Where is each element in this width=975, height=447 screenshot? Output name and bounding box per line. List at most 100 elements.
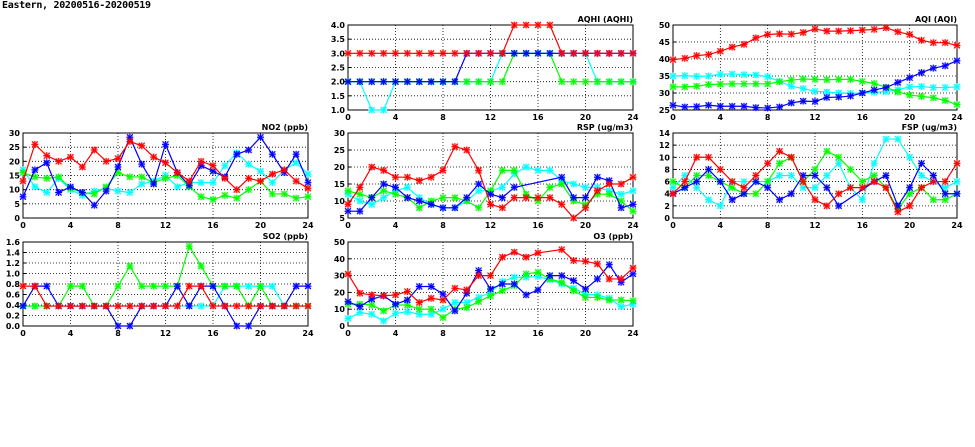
series (669, 75, 961, 109)
data-point (835, 93, 843, 101)
y-tick-label: 30 (334, 272, 346, 281)
data-point (799, 172, 807, 179)
data-point (475, 166, 483, 174)
marker-star (380, 194, 388, 202)
data-point (681, 54, 689, 62)
marker-star (546, 166, 554, 174)
data-point (403, 194, 411, 202)
data-point (150, 302, 158, 310)
marker-star (799, 97, 807, 105)
marker-star (858, 196, 866, 204)
marker-star (534, 49, 542, 57)
marker-star (463, 78, 471, 86)
data-point (475, 204, 483, 212)
marker-star (835, 202, 843, 210)
marker-star (593, 49, 601, 57)
series (344, 246, 637, 306)
data-point (870, 79, 878, 87)
marker-star (894, 135, 902, 143)
marker-star (475, 78, 483, 86)
marker-star (823, 93, 831, 101)
marker-star (558, 200, 566, 208)
data-point (356, 309, 364, 317)
data-point (752, 178, 760, 186)
data-point (114, 187, 122, 195)
marker-star (918, 36, 925, 44)
marker-star (629, 207, 637, 215)
marker-star (669, 101, 677, 109)
marker-star (705, 165, 712, 173)
data-point (102, 157, 110, 165)
marker-star (776, 196, 783, 204)
data-point (835, 202, 843, 210)
data-point (629, 207, 637, 215)
data-point (185, 302, 193, 310)
data-point (173, 282, 181, 290)
marker-star (835, 89, 843, 97)
marker-star (941, 96, 949, 104)
marker-star (669, 184, 677, 192)
data-point (245, 282, 253, 290)
data-point (19, 193, 27, 201)
data-point (126, 302, 134, 310)
data-point (823, 184, 831, 192)
data-point (823, 202, 831, 210)
marker-star (906, 74, 914, 82)
y-tick-label: 4 (664, 190, 670, 199)
y-tick-label: 3.5 (331, 35, 346, 44)
marker-star (67, 302, 74, 310)
data-point (173, 183, 181, 191)
data-point (953, 83, 961, 91)
marker-star (268, 150, 276, 158)
chart-title: FSP (ug/m3) (902, 123, 957, 132)
data-point (451, 194, 459, 202)
data-point (740, 190, 748, 198)
marker-star (292, 177, 300, 185)
chart-title: AQHI (AQHI) (578, 15, 633, 24)
data-point (43, 189, 51, 196)
y-tick-label: 0.4 (6, 301, 21, 310)
marker-star (245, 302, 253, 310)
data-point (870, 178, 878, 186)
data-point (799, 85, 807, 93)
data-point (835, 159, 843, 167)
data-point (185, 181, 193, 189)
data-point (617, 197, 625, 205)
data-point (629, 200, 637, 208)
marker-star (929, 39, 937, 47)
marker-star (463, 49, 471, 57)
marker-star (534, 272, 542, 280)
x-tick-label: 12 (809, 113, 820, 122)
data-point (605, 180, 613, 188)
data-point (209, 302, 217, 310)
data-point (31, 140, 39, 148)
chart-panel: 0.00.2 0.40.6 0.81.0 1.21.4 1.6 0 4 8 12 16 20 24 SO… (6, 232, 314, 338)
marker-star (705, 196, 712, 204)
data-point (705, 81, 712, 88)
x-tick-label: 20 (255, 221, 267, 230)
marker-star (150, 302, 158, 310)
marker-star (150, 282, 158, 290)
marker-star (593, 173, 601, 181)
data-point (740, 178, 748, 186)
data-point (858, 184, 866, 192)
marker-star (197, 193, 205, 201)
marker-star (138, 173, 146, 181)
marker-star (570, 49, 578, 57)
marker-star (150, 180, 158, 188)
marker-star (162, 159, 169, 167)
data-point (114, 282, 122, 290)
data-point (752, 190, 760, 198)
marker-star (257, 302, 264, 310)
data-point (304, 179, 312, 187)
marker-star (138, 142, 146, 150)
marker-star (368, 194, 376, 202)
marker-star (522, 21, 530, 29)
x-tick-label: 16 (532, 221, 544, 230)
data-point (114, 155, 122, 162)
data-point (764, 184, 772, 192)
marker-star (570, 287, 578, 295)
data-point (245, 174, 253, 182)
data-point (344, 187, 352, 195)
x-tick-label: 8 (765, 113, 771, 122)
